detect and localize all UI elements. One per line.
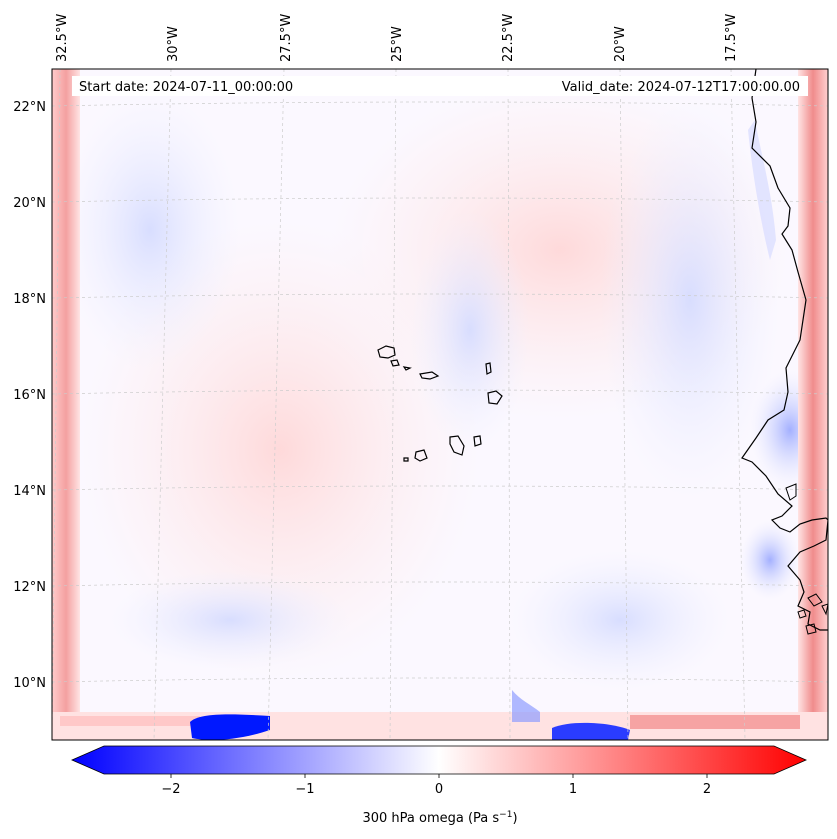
lat-label-12n: 12°N <box>13 580 46 595</box>
lat-label-18n: 18°N <box>13 292 46 307</box>
island-sal <box>485 362 492 375</box>
colorbar-tick-marks <box>170 774 708 778</box>
map-panel <box>52 69 828 740</box>
map-border <box>51 68 829 741</box>
bissagos-islands <box>807 593 823 607</box>
africa-coastline <box>741 69 828 631</box>
field-negative-region <box>510 550 730 690</box>
colorbar-tick-label: −1 <box>295 782 314 797</box>
island-brava <box>403 457 409 462</box>
island-fogo <box>414 449 428 462</box>
island-santo-antao <box>377 345 396 359</box>
lat-label-16n: 16°N <box>13 388 46 403</box>
field-negative-region <box>740 520 800 600</box>
colorbar-bar <box>71 745 807 775</box>
start-date-label: Start date: 2024-07-11_00:00:00 <box>79 80 293 95</box>
field-left-boundary <box>52 69 80 740</box>
lon-label-17-5w: 17.5°W <box>724 14 739 62</box>
longitude-gridlines <box>52 69 746 740</box>
island-sao-vicente <box>390 359 400 367</box>
lat-label-10n: 10°N <box>13 676 46 691</box>
colorbar-label-end: ) <box>512 811 517 826</box>
field-negative-region <box>410 210 530 450</box>
latitude-labels: 22°N 20°N 18°N 16°N 14°N 12°N 10°N <box>13 100 46 691</box>
field-negative-region <box>600 100 780 500</box>
lon-label-27-5w: 27.5°W <box>279 14 294 62</box>
island-santiago <box>449 435 465 456</box>
field-positive-strip <box>630 715 800 729</box>
colorbar-tick-label: 2 <box>703 782 711 797</box>
valid-date-label: Valid_date: 2024-07-12T17:00:00.00 <box>562 80 800 95</box>
bissagos-islands <box>797 609 807 619</box>
island-santa-luzia <box>402 366 412 371</box>
island-sao-nicolau <box>419 371 440 380</box>
date-banner <box>72 76 808 96</box>
longitude-labels: 32.5°W 30°W 27.5°W 25°W 22.5°W 20°W 17.5… <box>55 14 739 62</box>
lon-label-32-5w: 32.5°W <box>55 14 70 62</box>
lat-label-22n: 22°N <box>13 100 46 115</box>
field-right-boundary <box>798 69 828 740</box>
island-boa-vista <box>487 390 503 405</box>
lon-label-20w: 20°W <box>613 26 628 62</box>
lat-label-14n: 14°N <box>13 484 46 499</box>
lon-label-22-5w: 22.5°W <box>501 14 516 62</box>
lon-label-25w: 25°W <box>390 26 405 62</box>
gambia-coast-detail <box>785 483 797 501</box>
field-negative-patch <box>748 120 776 260</box>
field-negative-patch <box>512 690 540 722</box>
field-strong-negative <box>552 722 630 740</box>
field-negative-region <box>60 90 240 370</box>
lat-label-20n: 20°N <box>13 196 46 211</box>
colorbar-tick-label: 0 <box>435 782 443 797</box>
colorbar-label-main: 300 hPa omega (Pa s <box>362 811 499 826</box>
cape-verde-islands <box>377 345 503 462</box>
bissagos-islands <box>805 623 817 635</box>
island-maio <box>473 435 482 447</box>
bissagos-islands <box>821 603 828 616</box>
field-positive-strip <box>60 716 200 726</box>
colorbar-label-exponent: −1 <box>499 810 512 820</box>
field-strong-negative <box>190 714 270 740</box>
latitude-gridlines <box>52 101 828 683</box>
colorbar-tick-label: −2 <box>161 782 180 797</box>
colorbar: −2 −1 0 1 2 300 hPa omega (Pa s−1) <box>71 745 807 826</box>
field-negative-region <box>110 570 350 670</box>
colorbar-tick-label: 1 <box>569 782 577 797</box>
lon-label-30w: 30°W <box>166 26 181 62</box>
colorbar-label: 300 hPa omega (Pa s−1) <box>362 810 517 826</box>
